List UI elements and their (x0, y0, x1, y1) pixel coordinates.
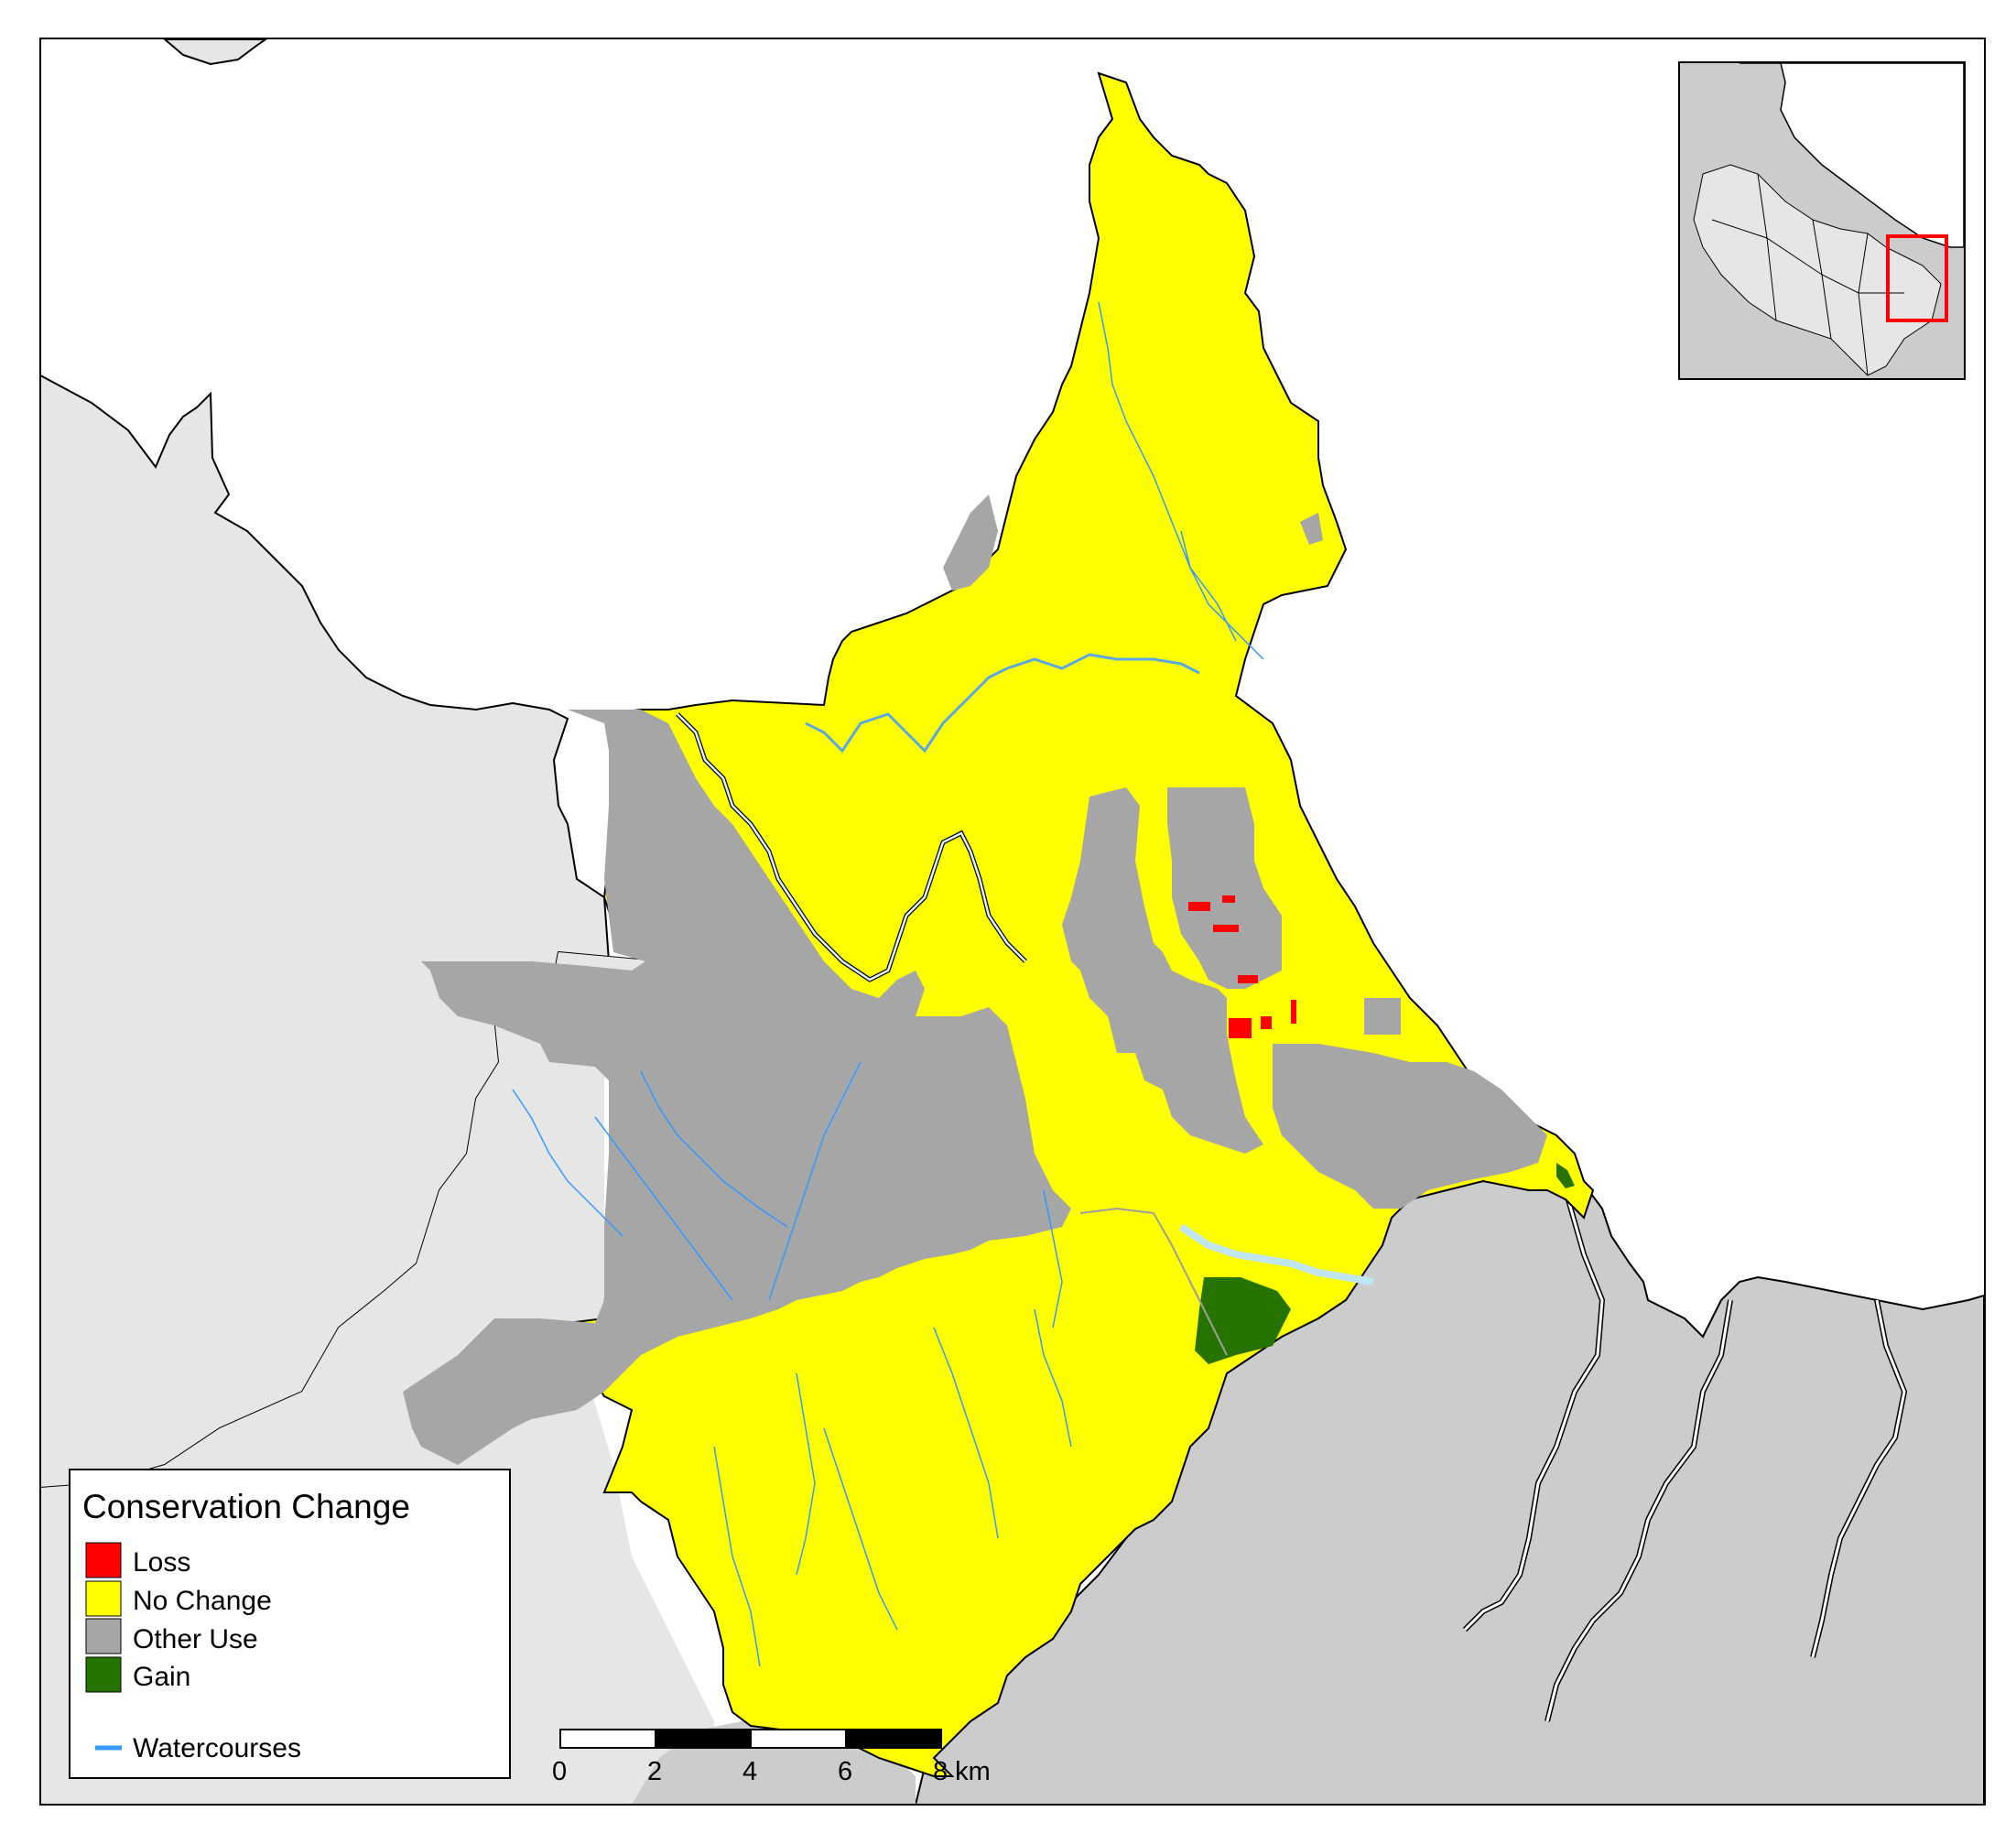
islet-top-left (163, 39, 267, 66)
land-west (41, 374, 660, 1489)
inset-region-outline (1693, 164, 1942, 376)
watercourse (512, 1089, 623, 1237)
region-other-use-west (403, 710, 1071, 1465)
tidal-channel-1-water (1463, 1189, 1604, 1632)
legend-label-loss: Loss (133, 1547, 190, 1578)
legend-label-gain: Gain (133, 1662, 190, 1692)
watercourse (796, 1372, 816, 1576)
legend-swatch-other-use (85, 1618, 122, 1654)
river-south-marsh (1178, 1223, 1374, 1285)
region-other-use-east-block (1167, 787, 1282, 989)
scale-segment-4 (845, 1729, 942, 1749)
legend: Conservation Change Loss No Change Other… (69, 1469, 511, 1779)
watercourse (594, 1116, 733, 1301)
scale-bar: 0 2 4 6 8 km (552, 1729, 991, 1786)
loss-parcel (1238, 975, 1258, 983)
scale-tick-0: 0 (552, 1757, 567, 1786)
legend-label-watercourses: Watercourses (133, 1733, 301, 1763)
loss-parcel (1261, 1016, 1272, 1029)
watercourse (933, 1327, 999, 1539)
loss-parcel (1222, 895, 1235, 903)
legend-swatch-loss (85, 1542, 122, 1578)
loss-parcel (1229, 1018, 1252, 1038)
scale-segment-2 (655, 1729, 752, 1749)
watercourse (1034, 1308, 1072, 1448)
loss-parcel (1291, 1000, 1296, 1024)
gain-parcel-small (1556, 1163, 1575, 1188)
watercourse (823, 1427, 898, 1631)
watercourse (1043, 1189, 1063, 1329)
region-other-use-east-small (1364, 998, 1401, 1035)
inset-locator-map (1678, 61, 1966, 380)
legend-swatch-no-change (85, 1580, 122, 1617)
scale-segment-3 (750, 1729, 847, 1749)
river-north-meander (805, 653, 1200, 754)
scale-segment-1 (559, 1729, 656, 1749)
watercourse (640, 1070, 788, 1228)
scale-tick-4: 4 (742, 1757, 757, 1786)
watercourse (1180, 530, 1264, 660)
legend-title: Conservation Change (82, 1488, 410, 1525)
legend-swatch-gain (85, 1656, 122, 1693)
inset-region-divisions (1711, 173, 1904, 376)
watercourse (1098, 301, 1237, 642)
inset-focus-frame (1886, 234, 1948, 322)
legend-label-no-change: No Change (133, 1586, 272, 1616)
watercourse (768, 1061, 862, 1301)
inset-sea (1740, 62, 1965, 248)
region-other-use-south-east (1273, 1044, 1547, 1209)
region-other-use-north (943, 494, 998, 591)
loss-parcels (1188, 895, 1296, 1038)
loss-parcel (1188, 902, 1210, 911)
tidal-channel-2-water (1545, 1299, 1732, 1722)
legend-box (69, 1469, 511, 1779)
tidal-channel-3-water (1811, 1299, 1906, 1658)
legend-label-other-use: Other Use (133, 1624, 258, 1654)
road-line (1079, 1207, 1228, 1356)
region-other-use-north-east (1300, 513, 1323, 545)
estuary-river-water (677, 713, 1026, 982)
gain-parcel-large (1195, 1277, 1291, 1364)
loss-parcel (1213, 925, 1239, 932)
watercourses (512, 301, 1264, 1667)
scale-tick-8km: 8 km (933, 1757, 991, 1786)
scale-tick-2: 2 (647, 1757, 662, 1786)
region-other-use-centre (1062, 787, 1263, 1154)
watercourse (713, 1446, 761, 1667)
scale-tick-6: 6 (838, 1757, 852, 1786)
